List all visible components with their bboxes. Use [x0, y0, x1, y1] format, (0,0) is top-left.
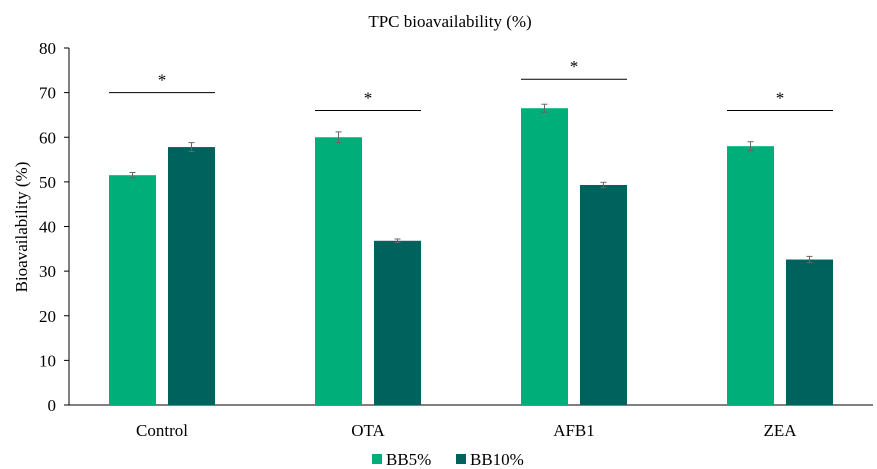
legend: BB5% BB10% — [372, 450, 524, 469]
significance-marker: * — [158, 71, 167, 90]
bar-ota-bb10 — [374, 240, 421, 405]
x-tick-label: ZEA — [763, 421, 797, 440]
y-tick-label: 60 — [39, 128, 56, 147]
legend-label-bb10: BB10% — [470, 450, 524, 469]
x-tick-label: AFB1 — [553, 421, 595, 440]
y-tick-label: 40 — [39, 218, 56, 237]
y-tick-label: 70 — [39, 84, 56, 103]
bar-control-bb10 — [168, 147, 215, 405]
significance-marker: * — [776, 88, 785, 107]
x-tick-label: Control — [136, 421, 188, 440]
plot-area: 0 10 20 30 40 50 60 70 80 Control * OTA * AFB1 * ZEA * — [39, 39, 873, 440]
chart-title: TPC bioavailability (%) — [368, 12, 531, 31]
y-tick-label: 10 — [39, 351, 56, 370]
y-tick-label: 30 — [39, 262, 56, 281]
bar-zea-bb5 — [727, 146, 774, 406]
bar-ota-bb5 — [315, 137, 362, 405]
legend-swatch-bb10 — [456, 454, 466, 464]
x-tick-label: OTA — [351, 421, 385, 440]
y-tick-label: 20 — [39, 307, 56, 326]
y-axis-label: Bioavailability (%) — [12, 162, 31, 293]
bar-zea-bb10 — [786, 259, 833, 405]
y-tick-label: 80 — [39, 39, 56, 58]
significance-marker: * — [570, 57, 579, 76]
y-tick-label: 50 — [39, 173, 56, 192]
bar-afb1-bb10 — [580, 184, 627, 405]
bar-control-bb5 — [109, 175, 156, 405]
significance-marker: * — [364, 88, 373, 107]
y-tick-label: 0 — [48, 396, 57, 415]
bar-afb1-bb5 — [521, 108, 568, 406]
legend-swatch-bb5 — [372, 454, 382, 464]
legend-label-bb5: BB5% — [386, 450, 431, 469]
